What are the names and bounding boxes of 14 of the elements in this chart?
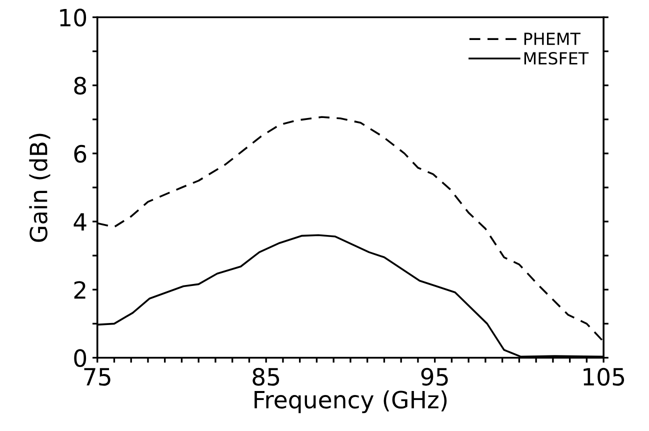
y-tick-label: 8: [74, 76, 86, 95]
legend-label: PHEMT: [524, 32, 581, 45]
y-axis-title: Gain (dB): [29, 134, 50, 242]
y-tick-label: 2: [74, 281, 86, 299]
x-axis-title: Frequency (GHz): [254, 390, 447, 414]
y-tick-label: 0: [74, 349, 86, 368]
x-tick-label: 105: [584, 368, 624, 386]
y-tick-label: 4: [74, 213, 86, 231]
legend-label: MESFET: [524, 52, 589, 65]
x-tick-label: 85: [252, 368, 280, 386]
x-tick-label: 75: [84, 368, 110, 386]
y-tick-label: 6: [74, 144, 86, 163]
y-tick-label: 10: [60, 8, 86, 27]
x-tick-label: 95: [421, 368, 448, 386]
